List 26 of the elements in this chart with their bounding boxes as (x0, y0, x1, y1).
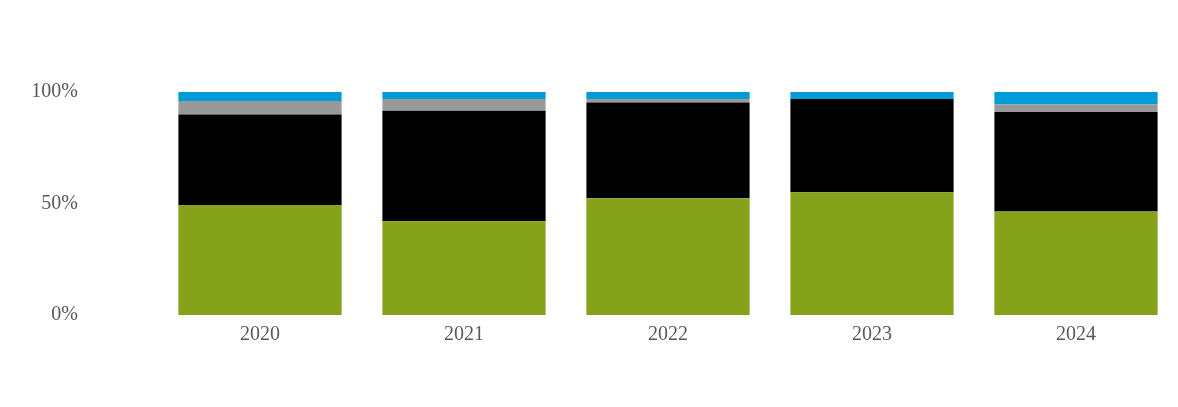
x-tick-label: 2023 (852, 322, 892, 345)
bar (382, 110, 546, 222)
x-tick-label: 2020 (240, 322, 280, 345)
x-tick-label: 2022 (648, 322, 688, 345)
bar (178, 114, 342, 206)
bar (790, 192, 954, 315)
bar (586, 102, 750, 199)
bar (586, 92, 750, 99)
bar (382, 92, 546, 99)
y-tick-label: 0% (51, 302, 78, 325)
x-tick-label: 2024 (1056, 322, 1096, 345)
bar (994, 211, 1158, 315)
bar (382, 221, 546, 315)
bar (178, 100, 342, 115)
y-tick-label: 100% (31, 79, 78, 102)
bar (790, 92, 954, 99)
bar (178, 205, 342, 315)
bar (382, 98, 546, 111)
x-tick-label: 2021 (444, 322, 484, 345)
bar (586, 198, 750, 315)
y-tick-label: 50% (41, 190, 78, 213)
bar (994, 112, 1158, 212)
bar (994, 92, 1158, 105)
bar (994, 104, 1158, 113)
bar (790, 98, 954, 193)
bar (178, 92, 342, 101)
